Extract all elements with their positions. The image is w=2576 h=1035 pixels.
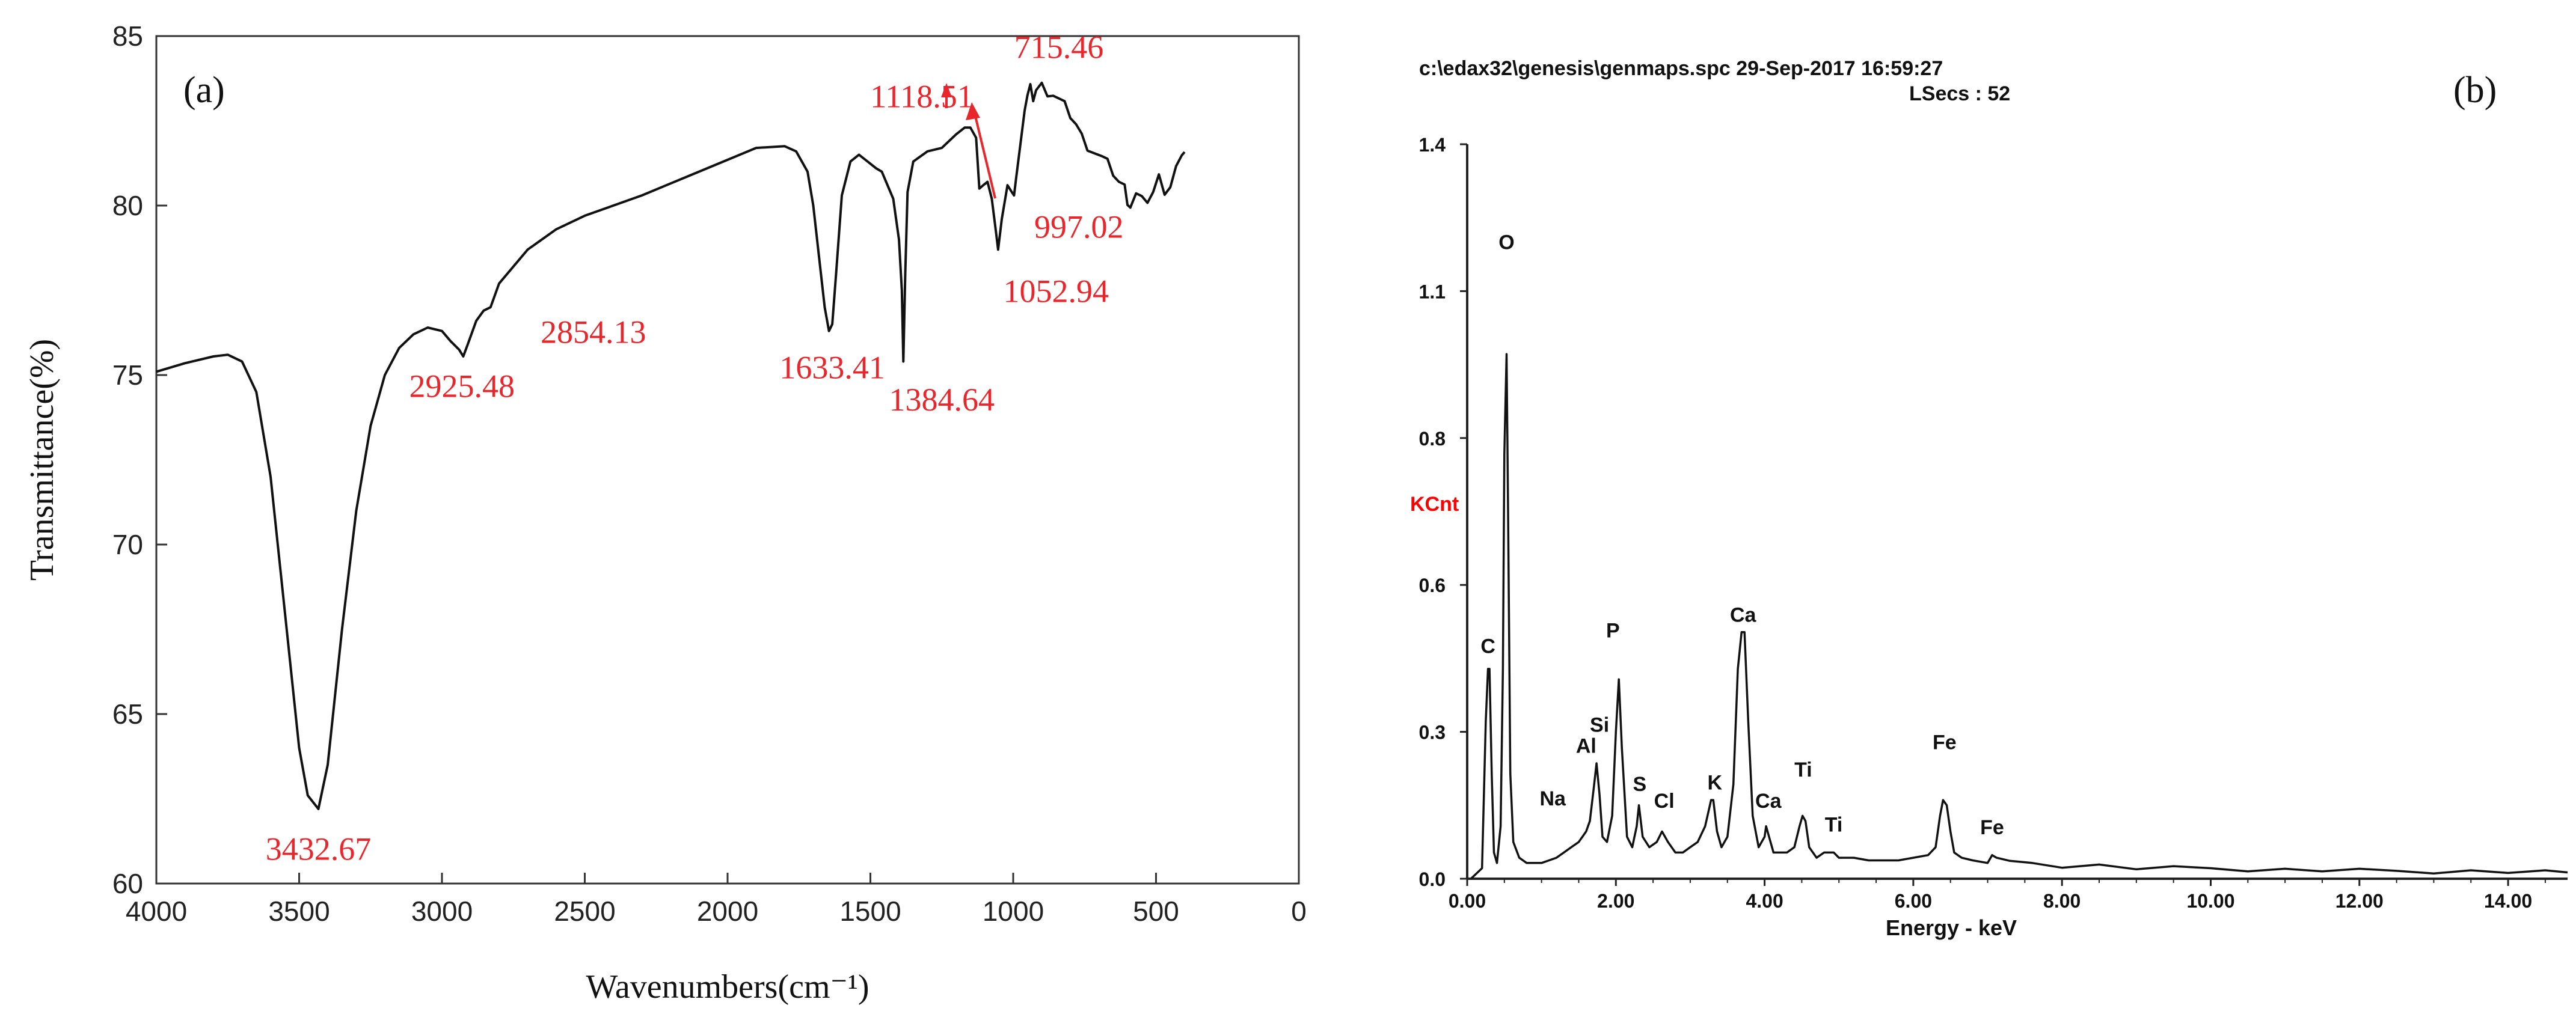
- ftir-spectrum-line: [156, 81, 1186, 810]
- ftir-x-tick-label: 2000: [697, 896, 758, 927]
- eds-y-tick-label: 0.3: [1419, 722, 1446, 743]
- ftir-peak-annotation: 715.46: [1014, 29, 1104, 66]
- eds-element-label: Fe: [1980, 816, 2004, 839]
- eds-element-label: Cl: [1654, 790, 1675, 813]
- eds-y-axis-title: KCnt: [1410, 493, 1459, 516]
- ftir-peak-annotation: 1052.94: [1004, 273, 1109, 310]
- panel-a-label: (a): [183, 70, 225, 111]
- ftir-y-tick-label: 75: [112, 359, 143, 391]
- eds-y-tick-label: 0.8: [1419, 428, 1446, 450]
- ftir-x-tick-label: 1000: [983, 896, 1044, 927]
- eds-x-tick-label: 0.00: [1449, 890, 1486, 912]
- panel-b-label: (b): [2453, 70, 2497, 111]
- ftir-y-tick-label: 80: [112, 190, 143, 221]
- eds-x-tick-label: 8.00: [2043, 890, 2081, 912]
- eds-element-label: P: [1606, 619, 1620, 642]
- ftir-peak-annotation: 2854.13: [541, 314, 646, 350]
- ftir-peak-annotation: 3432.67: [266, 831, 372, 867]
- eds-x-tick-label: 4.00: [1746, 890, 1783, 912]
- ftir-x-tick-label: 2500: [554, 896, 615, 927]
- eds-x-tick-label: 6.00: [1895, 890, 1932, 912]
- eds-element-label: Ca: [1755, 790, 1782, 813]
- ftir-x-tick-label: 4000: [126, 896, 187, 927]
- ftir-x-tick-label: 500: [1133, 896, 1179, 927]
- eds-element-label: Ca: [1730, 603, 1757, 626]
- eds-y-tick-label: 1.1: [1419, 281, 1446, 302]
- ftir-tick-labels: 4000 3500 3000 2500 2000 1500 1000 500 0 60 65 70 75…: [112, 20, 1307, 927]
- annotation-arrow-1118: [973, 111, 996, 199]
- eds-x-tick-label: 12.00: [2335, 890, 2384, 912]
- ftir-peak-annotation: 1384.64: [889, 382, 995, 418]
- ftir-ticks: [155, 35, 1300, 885]
- eds-ticks: [1460, 143, 2546, 886]
- ftir-peak-annotation: 997.02: [1034, 209, 1124, 245]
- ftir-x-tick-label: 1500: [839, 896, 901, 927]
- eds-x-tick-label: 2.00: [1597, 890, 1634, 912]
- eds-spectrum-line: [1470, 353, 2568, 880]
- ftir-peak-annotation: 1633.41: [779, 350, 885, 386]
- eds-element-label: Si: [1590, 714, 1609, 737]
- eds-element-label: Ti: [1825, 813, 1843, 836]
- eds-element-label: Na: [1539, 787, 1566, 810]
- ftir-y-tick-label: 70: [112, 529, 143, 560]
- eds-y-tick-label: 0.6: [1419, 575, 1446, 596]
- eds-element-label: O: [1498, 231, 1514, 254]
- ftir-panel: 4000 3500 3000 2500 2000 1500 1000 500 0 60 65 70 75…: [23, 20, 1307, 1006]
- ftir-y-tick-label: 65: [112, 698, 143, 730]
- eds-subheader: LSecs : 52: [1909, 82, 2010, 105]
- eds-x-tick-label: 10.00: [2186, 890, 2234, 912]
- ftir-x-tick-label: 0: [1291, 896, 1307, 927]
- eds-element-label: Al: [1576, 735, 1596, 758]
- ftir-y-tick-label: 60: [112, 868, 143, 899]
- ftir-x-tick-label: 3500: [268, 896, 330, 927]
- ftir-peak-annotation: 1118.51: [870, 78, 974, 114]
- ftir-x-tick-label: 3000: [411, 896, 473, 927]
- eds-x-tick-label: 14.00: [2484, 890, 2532, 912]
- annotation-arrowhead-1118: [966, 102, 980, 120]
- eds-x-axis-title: Energy - keV: [1886, 915, 2017, 940]
- ftir-x-axis-title: Wavenumbers(cm⁻¹): [586, 968, 869, 1006]
- ftir-y-tick-label: 85: [112, 20, 143, 52]
- eds-element-label: Ti: [1794, 759, 1812, 781]
- eds-header: c:\edax32\genesis\genmaps.spc 29-Sep-201…: [1419, 57, 1943, 80]
- eds-y-tick-label: 1.4: [1419, 134, 1446, 156]
- eds-element-label: Fe: [1933, 731, 1957, 754]
- eds-element-label: K: [1707, 772, 1722, 795]
- annotation-arrowhead-715: [941, 83, 952, 97]
- eds-tick-labels: 0.00 2.00 4.00 6.00 8.00 10.00 12.00 14.00 0.0 0.…: [1419, 134, 2533, 912]
- eds-element-label: S: [1633, 773, 1647, 796]
- eds-y-tick-label: 0.0: [1419, 869, 1446, 890]
- ftir-y-axis-title: Transmittance(%): [23, 339, 61, 581]
- eds-panel: c:\edax32\genesis\genmaps.spc 29-Sep-201…: [1410, 57, 2568, 940]
- eds-element-label: C: [1480, 635, 1495, 658]
- ftir-peak-annotation: 2925.48: [409, 368, 515, 405]
